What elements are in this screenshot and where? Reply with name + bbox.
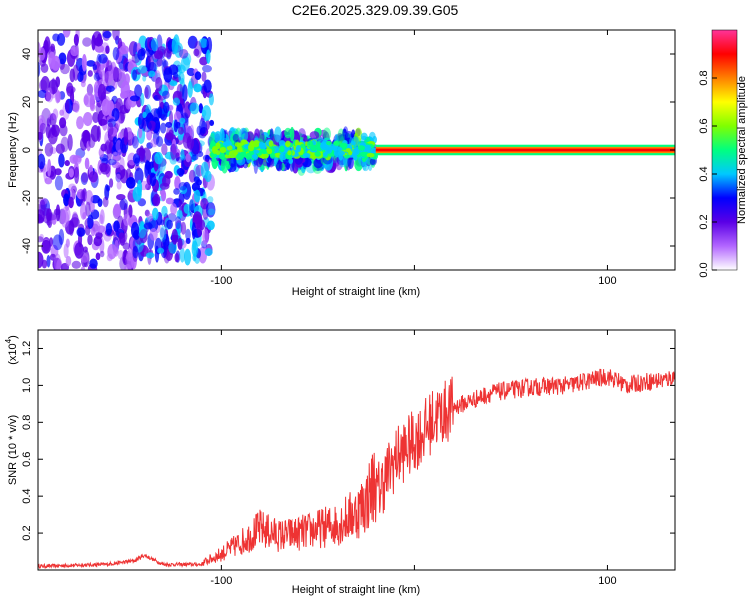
spectrogram-y-ticks: -40 -20 0 20 40	[21, 48, 675, 254]
svg-text:(x104): (x104)	[4, 335, 19, 365]
colorbar-tick-label: 0.4	[698, 166, 710, 181]
spectrogram-x-tick-label: 100	[598, 275, 616, 287]
spectrogram-y-axis-title: Frequency (Hz)	[7, 112, 19, 188]
colorbar: 0.0 0.2 0.4 0.6 0.8 Normalized spectral ampl…	[698, 29, 748, 278]
spectrogram-panel: -100 100 -40 -20 0 20 40 Height of straight l…	[7, 29, 676, 298]
spectrogram-y-tick-label: 40	[21, 48, 33, 60]
snr-multiplier-base: (x10	[7, 343, 19, 364]
colorbar-tick-label: 0.6	[698, 118, 710, 133]
snr-x-tick-label: -100	[210, 575, 232, 587]
snr-multiplier-exp: 4	[4, 338, 13, 343]
colorbar-tick-label: 0.0	[698, 262, 710, 277]
spectrogram-x-ticks: -100 100	[210, 30, 617, 287]
snr-y-tick-label: 1.0	[21, 378, 33, 393]
snr-y-tick-label: 1.2	[21, 341, 33, 356]
snr-line	[38, 368, 675, 570]
snr-y-tick-label: 0.2	[21, 525, 33, 540]
snr-y-tick-label: 0.8	[21, 415, 33, 430]
colorbar-ticks: 0.0 0.2 0.4 0.6 0.8	[698, 70, 717, 278]
snr-panel: -100 100 0.2 0.4 0.6 0.8 1.0 1.2 Height of str…	[4, 329, 676, 596]
colorbar-tick-label: 0.2	[698, 214, 710, 229]
colorbar-label: Normalized spectral amplitude	[736, 76, 748, 224]
snr-x-axis-title: Height of straight line (km)	[292, 584, 420, 596]
snr-multiplier: (x104)	[4, 335, 19, 365]
spectrogram-x-axis-title: Height of straight line (km)	[292, 286, 420, 298]
snr-frame	[37, 329, 676, 571]
snr-y-axis-title: SNR (10 * v/v)	[7, 415, 19, 485]
spectrogram-y-tick-label: 20	[21, 96, 33, 108]
snr-series	[38, 368, 675, 570]
colorbar-gradient	[711, 29, 738, 271]
snr-y-tick-label: 0.6	[21, 452, 33, 467]
colorbar-tick-label: 0.8	[698, 70, 710, 85]
chart-title: C2E6.2025.329.09.39.G05	[292, 2, 459, 18]
snr-x-ticks: -100 100	[210, 330, 617, 587]
snr-y-tick-label: 0.4	[21, 489, 33, 504]
snr-y-ticks: 0.2 0.4 0.6 0.8 1.0 1.2	[21, 341, 675, 541]
spectrogram-y-tick-label: -40	[21, 238, 33, 254]
spectrogram-x-tick-label: -100	[210, 275, 232, 287]
snr-multiplier-close: )	[7, 335, 19, 339]
spectrogram-y-tick-label: -20	[21, 190, 33, 206]
snr-x-tick-label: 100	[598, 575, 616, 587]
spectrogram-y-tick-label: 0	[21, 147, 33, 153]
spectrogram-heatmap	[38, 30, 675, 270]
